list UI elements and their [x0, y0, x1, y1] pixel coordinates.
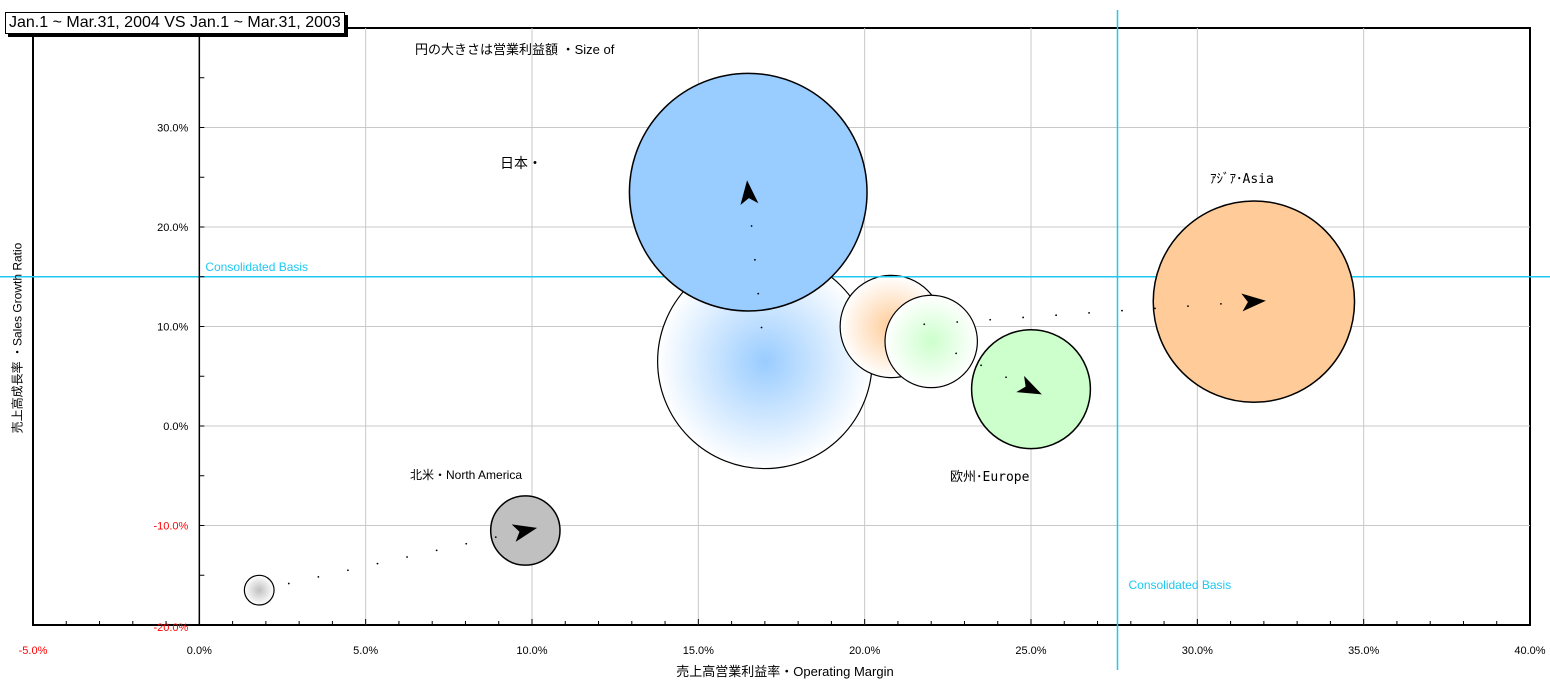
trail-dot	[760, 326, 763, 329]
trail-dot	[1187, 305, 1189, 308]
trail-dot	[435, 549, 438, 552]
trail-dot	[1055, 314, 1058, 317]
y-tick-label: 30.0%	[157, 123, 188, 135]
trail-dot	[287, 582, 290, 585]
x-tick-label: 10.0%	[516, 645, 547, 657]
x-tick-label: 35.0%	[1348, 645, 1379, 657]
trail-dot	[1005, 376, 1007, 379]
trail-dot	[347, 569, 349, 572]
x-tick-label: 15.0%	[683, 645, 714, 657]
y-tick-label: -10.0%	[153, 521, 188, 533]
x-tick-label: 20.0%	[849, 645, 880, 657]
series-label-europe: 欧州･Europe	[950, 470, 1030, 485]
reference-label-horizontal: Consolidated Basis	[205, 260, 308, 274]
trail-dot	[1121, 309, 1123, 312]
trail-dot	[376, 562, 379, 565]
trail-dot	[923, 323, 926, 326]
reference-label-vertical: Consolidated Basis	[1128, 578, 1231, 592]
trail-dot	[757, 292, 760, 295]
chart-title: Jan.1 ~ Mar.31, 2004 VS Jan.1 ~ Mar.31, …	[5, 12, 345, 34]
trail-dot	[956, 321, 959, 323]
grid	[198, 28, 1530, 625]
x-tick-label: 0.0%	[187, 645, 212, 657]
x-tick-label: 40.0%	[1514, 645, 1545, 657]
trail-dot	[753, 258, 756, 261]
trail-dot	[406, 556, 408, 558]
y-tick-label: -20.0%	[153, 622, 188, 634]
y-tick-label: 10.0%	[157, 322, 188, 334]
trail-dot	[465, 542, 468, 545]
trail-dot	[494, 536, 497, 539]
trail-dot	[1088, 312, 1090, 314]
direction-arrow-1	[511, 524, 538, 542]
series-label-japan: 日本・	[500, 155, 542, 171]
series-label-asia: ｱｼﾞｱ･Asia	[1210, 172, 1274, 187]
bubbles-2003	[243, 253, 979, 606]
chart-subtitle: 円の大きさは営業利益額 ・Size of	[415, 42, 615, 57]
y-tick-label: 0.0%	[163, 421, 188, 433]
x-tick-label: 25.0%	[1015, 645, 1046, 657]
x-tick-label: 30.0%	[1182, 645, 1213, 657]
bubble-2003-3	[884, 294, 979, 389]
x-tick-label: -5.0%	[19, 645, 48, 657]
trail-dot	[980, 364, 982, 367]
trail-dot	[317, 576, 320, 578]
direction-arrow-2	[1241, 293, 1266, 312]
trail-dot	[1154, 307, 1156, 310]
direction-arrow-3	[1016, 375, 1042, 395]
trail-dot	[1220, 302, 1222, 305]
trails	[287, 180, 1266, 585]
x-axis-label: 売上高営業利益率・Operating Margin	[676, 664, 894, 679]
x-tick-label: 5.0%	[353, 645, 378, 657]
trail-dot	[955, 352, 958, 355]
direction-arrow-0	[740, 180, 759, 205]
trail-dot	[989, 318, 992, 321]
bubble-2003-1	[243, 574, 275, 606]
series-label-north-america: 北米・North America	[410, 468, 523, 482]
y-tick-label: 20.0%	[157, 222, 188, 234]
trail-dot	[750, 225, 753, 227]
trail-dot	[1022, 316, 1025, 319]
y-axis-label: 売上高成長率 ・Sales Growth Ratio	[10, 242, 25, 434]
